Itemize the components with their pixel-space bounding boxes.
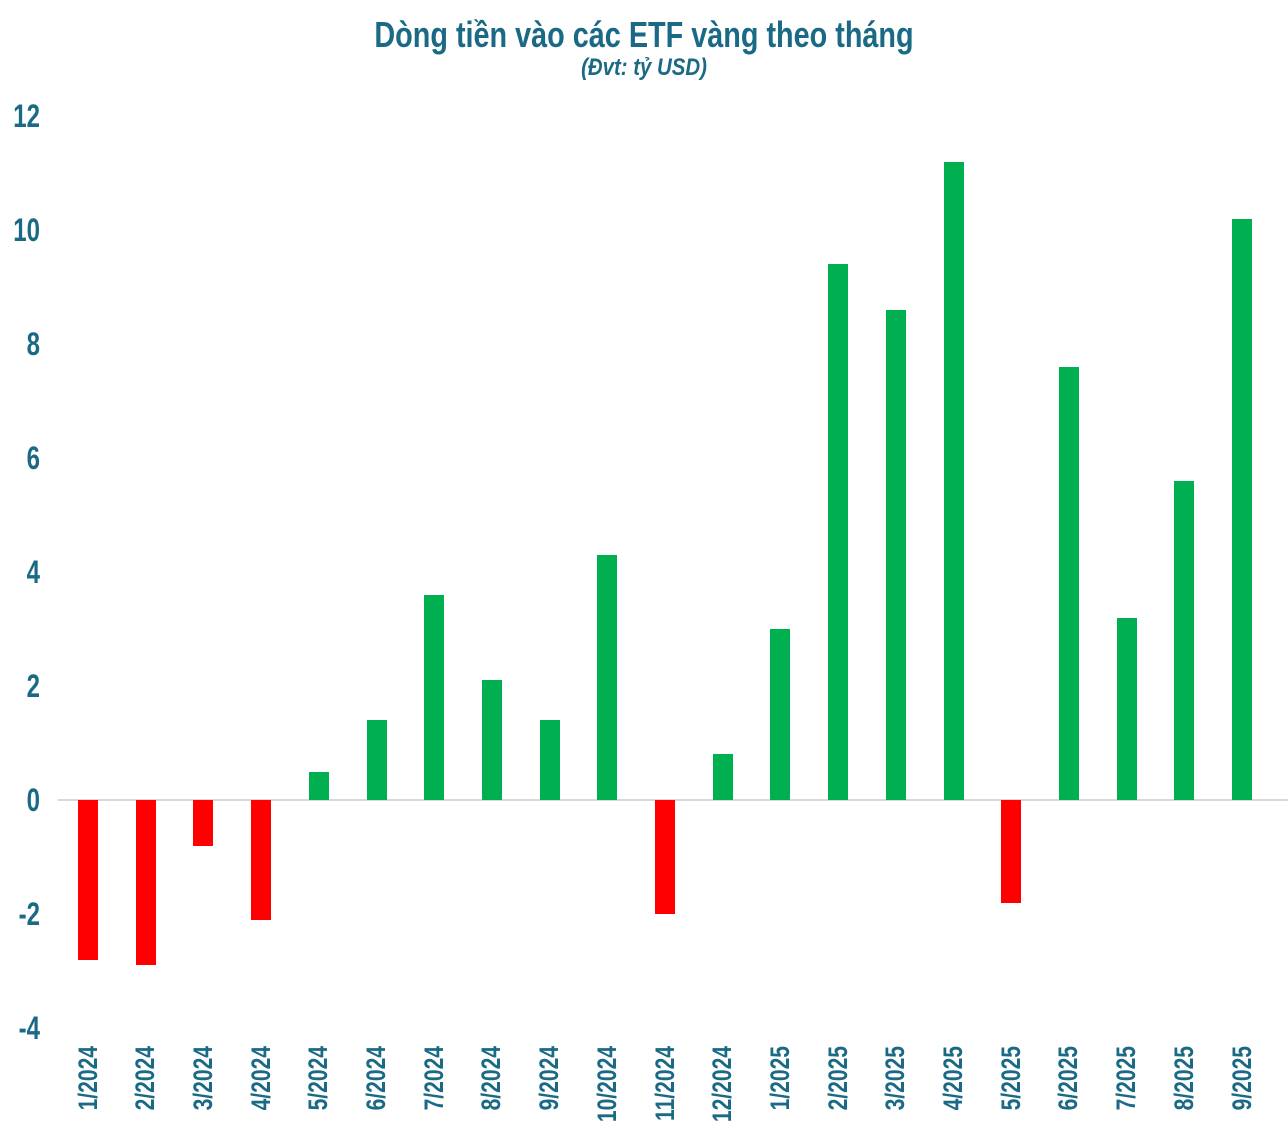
- x-axis-label-8/2025: 8/2025: [1168, 1046, 1199, 1111]
- x-axis-label-7/2025: 7/2025: [1111, 1046, 1142, 1111]
- bar-3/2024: [193, 800, 214, 846]
- bar-9/2024: [539, 720, 560, 800]
- bar-3/2025: [885, 309, 906, 800]
- y-tick-label-4: 4: [26, 554, 40, 590]
- bar-5/2024: [308, 771, 329, 800]
- x-axis-label-5/2025: 5/2025: [995, 1046, 1026, 1111]
- x-axis-label-12/2024: 12/2024: [707, 1046, 738, 1123]
- bar-4/2025: [943, 161, 964, 800]
- bar-9/2025: [1232, 218, 1252, 800]
- y-tick-label-6: 6: [26, 440, 40, 476]
- x-axis-label-8/2024: 8/2024: [476, 1046, 507, 1111]
- x-axis-label-2/2024: 2/2024: [130, 1046, 161, 1111]
- x-axis-label-11/2024: 11/2024: [649, 1046, 680, 1121]
- x-axis-label-7/2024: 7/2024: [418, 1046, 449, 1111]
- x-axis-label-1/2025: 1/2025: [764, 1046, 795, 1111]
- y-tick-label-10: 10: [13, 212, 40, 248]
- x-axis-label-10/2024: 10/2024: [591, 1046, 622, 1123]
- y-tick-label-0: 0: [26, 782, 40, 818]
- y-tick-label-2: 2: [26, 668, 40, 704]
- x-axis-label-1/2024: 1/2024: [72, 1046, 103, 1111]
- bar-7/2024: [424, 594, 445, 800]
- y-tick-label-12: 12: [13, 98, 40, 134]
- bar-10/2024: [597, 554, 618, 800]
- x-axis-label-9/2025: 9/2025: [1226, 1046, 1257, 1111]
- bar-1/2025: [770, 629, 791, 800]
- bar-8/2025: [1174, 480, 1195, 800]
- bar-11/2024: [655, 800, 675, 914]
- bar-5/2025: [1001, 800, 1022, 903]
- x-axis-label-4/2024: 4/2024: [245, 1046, 276, 1111]
- bar-1/2024: [78, 800, 98, 960]
- bar-7/2025: [1116, 617, 1137, 800]
- bar-6/2024: [366, 720, 387, 800]
- x-axis-label-9/2024: 9/2024: [534, 1046, 565, 1111]
- x-axis-label-6/2024: 6/2024: [361, 1046, 391, 1111]
- x-axis-label-4/2025: 4/2025: [938, 1046, 968, 1111]
- y-tick-label--2: -2: [18, 896, 40, 932]
- x-axis-label-5/2024: 5/2024: [303, 1046, 334, 1111]
- bar-2/2024: [135, 800, 156, 966]
- x-axis-label-2/2025: 2/2025: [822, 1046, 853, 1111]
- chart-title: Dòng tiền vào các ETF vàng theo tháng: [374, 14, 914, 55]
- x-axis-label-6/2025: 6/2025: [1053, 1046, 1084, 1111]
- bar-2/2025: [828, 264, 849, 800]
- bar-6/2025: [1058, 366, 1079, 800]
- chart-subtitle: (Đvt: tỷ USD): [581, 54, 707, 81]
- x-axis-label-3/2025: 3/2025: [880, 1046, 911, 1111]
- x-axis-label-3/2024: 3/2024: [187, 1046, 218, 1111]
- y-tick-label--4: -4: [18, 1010, 40, 1046]
- bar-8/2024: [481, 680, 502, 800]
- y-tick-label-8: 8: [26, 326, 40, 362]
- bar-4/2024: [251, 800, 272, 920]
- bar-12/2024: [712, 754, 733, 800]
